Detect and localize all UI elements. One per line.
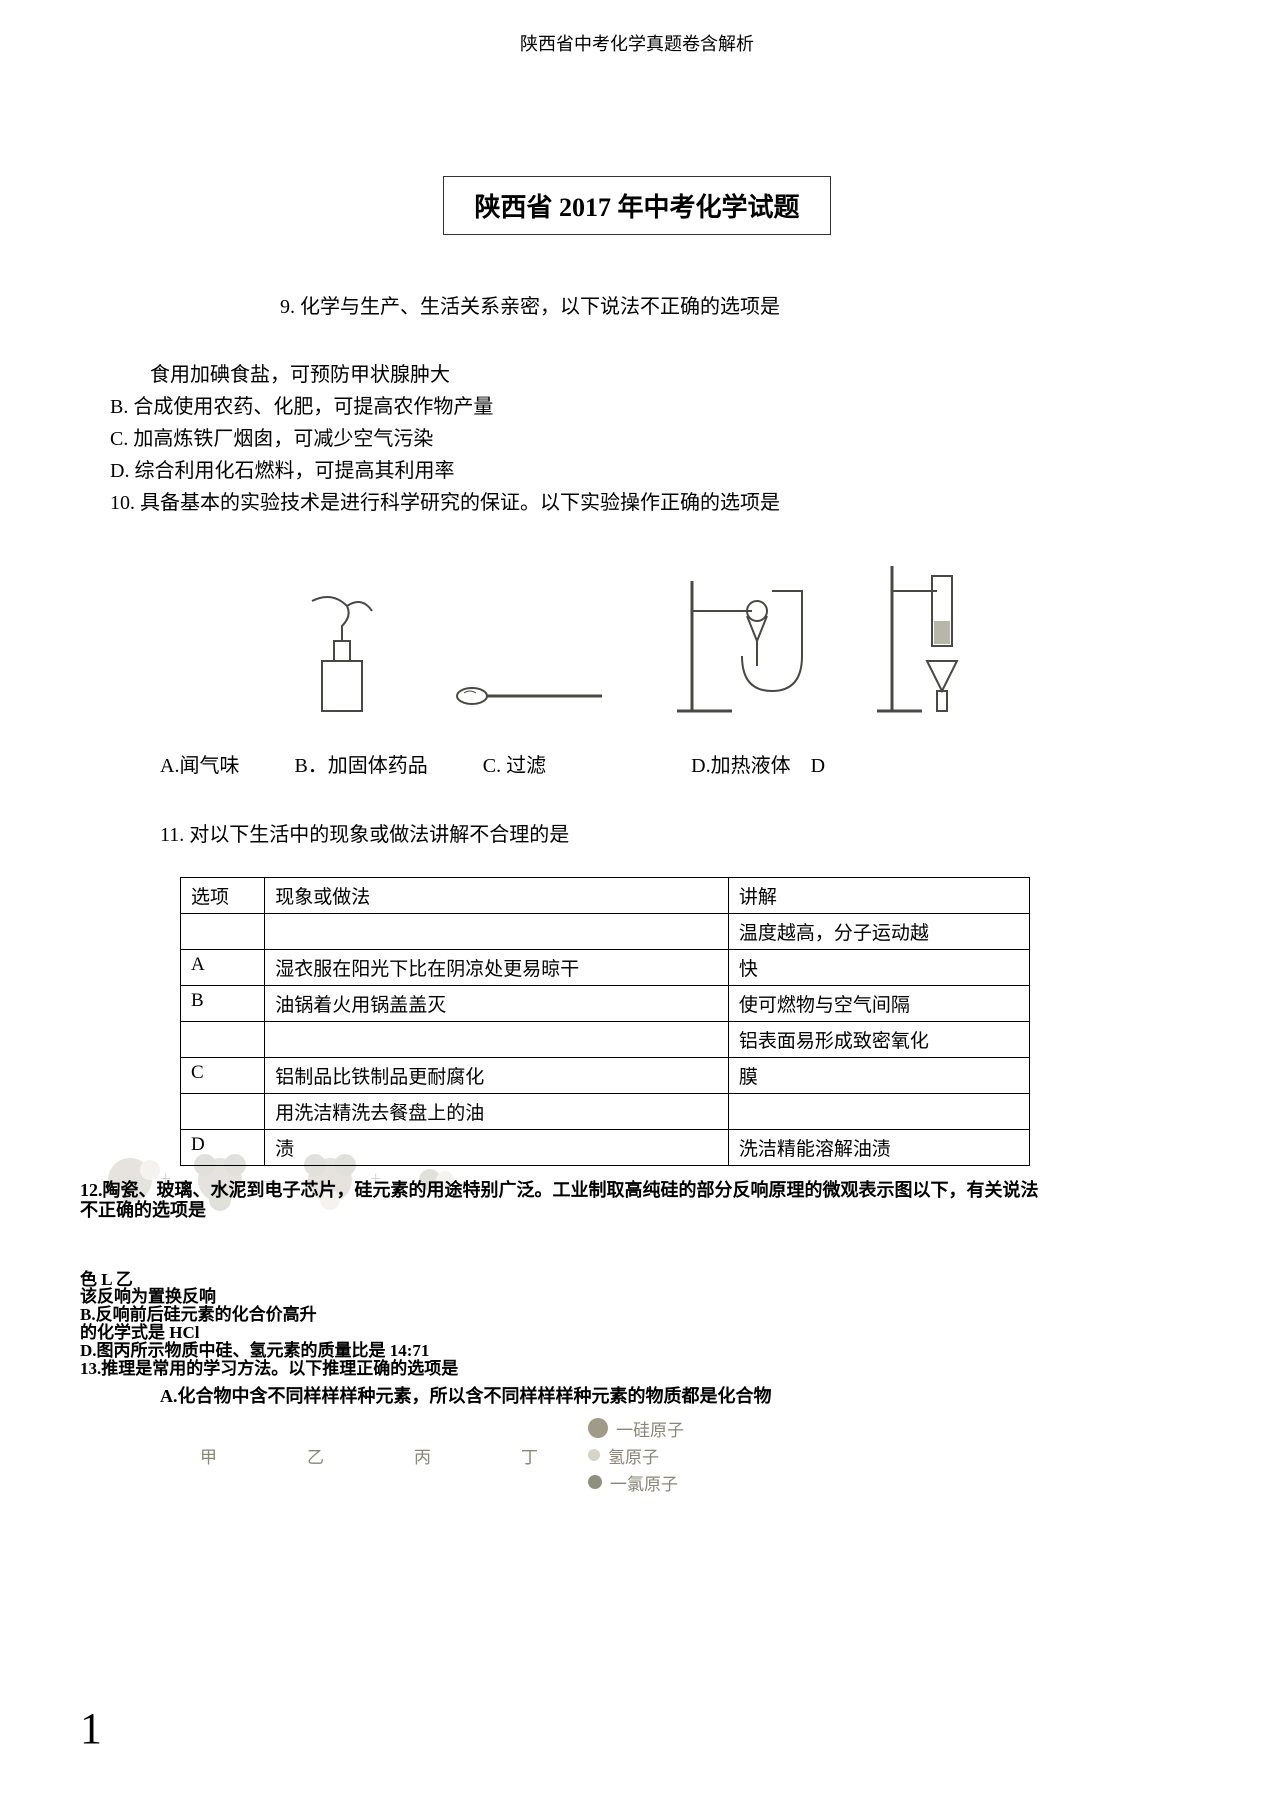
cell: 膜 [728,1058,1029,1094]
q12-intro: 12.陶瓷、玻璃、水泥到电子芯片，硅元素的用途特别广泛。工业制取高纯硅的部分反响… [80,1181,1194,1221]
legend-yi: 乙 [307,1443,324,1468]
heat-liquid-icon [872,561,982,721]
legend-ding: 丁 [521,1443,538,1468]
figure-b [452,559,612,729]
spoon-icon [452,671,612,721]
cell: D [181,1130,265,1166]
q10-labels: A.闻气味 B．加固体药品 C. 过滤 D.加热液体 D [160,749,1194,778]
legend-jia: 甲 [200,1443,217,1468]
q9-intro: 9. 化学与生产、生活关系亲密，以下说法不正确的选项是 [280,290,1194,319]
cell [265,914,729,950]
legend-bing: 丙 [414,1443,431,1468]
legend-si: 一硅原子 [588,1416,684,1441]
q12-line1: 12.陶瓷、玻璃、水泥到电子芯片，硅元素的用途特别广泛。工业制取高纯硅的部分反响… [80,1180,1039,1200]
page-number: 1 [80,1703,102,1754]
table-row: A 湿衣服在阳光下比在阴凉处更易晾干 快 [181,950,1030,986]
q12-s4: D.图丙所示物质中硅、氢元素的质量比是 14:71 [80,1342,1194,1360]
legend-row: 甲 乙 丙 丁 一硅原子 氢原子 一氯原子 [200,1416,1194,1495]
cell: 油锅着火用锅盖盖灭 [265,986,729,1022]
q12-s2: B.反响前后硅元素的化合价高升 [80,1306,1194,1324]
th-exp: 讲解 [728,878,1029,914]
exam-title: 陕西省 2017 年中考化学试题 [443,176,830,235]
table-row: 用洗洁精洗去餐盘上的油 [181,1094,1030,1130]
cell: 洗洁精能溶解油渍 [728,1130,1029,1166]
cell: 使可燃物与空气间隔 [728,986,1029,1022]
cell [181,1094,265,1130]
q10-label-c: C. 过滤 [483,749,546,778]
table-row: 铝表面易形成致密氧化 [181,1022,1030,1058]
table-row: C 铝制品比铁制品更耐腐化 膜 [181,1058,1030,1094]
cell: 温度越高，分子运动越 [728,914,1029,950]
dot-si-icon [588,1418,608,1438]
q9-d: D. 综合利用化石燃料，可提高其利用率 [110,455,1194,487]
q12-s0: 色 L 乙 [80,1271,1194,1289]
cell: 渍 [265,1130,729,1166]
cell: 快 [728,950,1029,986]
cell: B [181,986,265,1022]
q12-s3: 的化学式是 HCl [80,1324,1194,1342]
q10-label-d: D.加热液体 D [691,749,825,778]
th-phen: 现象或做法 [265,878,729,914]
q10-label-b: B．加固体药品 [294,749,427,778]
cell [181,1022,265,1058]
q11-table: 选项 现象或做法 讲解 温度越高，分子运动越 A 湿衣服在阳光下比在阴凉处更易晾… [180,877,1030,1166]
figure-c [672,559,812,729]
filter-stand-icon [672,571,812,721]
page-header: 陕西省中考化学真题卷含解析 [80,30,1194,56]
cell: 湿衣服在阳光下比在阴凉处更易晾干 [265,950,729,986]
legend-si-label: 一硅原子 [616,1416,684,1441]
figure-a [292,559,392,729]
cell: C [181,1058,265,1094]
q12-s5: 13.推理是常用的学习方法。以下推理正确的选项是 [80,1360,1194,1378]
cell: A [181,950,265,986]
table-row: 温度越高，分子运动越 [181,914,1030,950]
q12-s1: 该反响为置换反响 [80,1288,1194,1306]
q13-a: A.化合物中含不同样样样种元素，所以含不同样样样种元素的物质都是化合物 [160,1382,1194,1408]
th-opt: 选项 [181,878,265,914]
q10-figures [80,559,1194,729]
q9-options: 食用加碘食盐，可预防甲状腺肿大 B. 合成使用农药、化肥，可提高农作物产量 C.… [110,359,1194,519]
table-row: D 渍 洗洁精能溶解油渍 [181,1130,1030,1166]
q12-line2: 不正确的选项是 [80,1200,206,1220]
cell [181,914,265,950]
table-row: B 油锅着火用锅盖盖灭 使可燃物与空气间隔 [181,986,1030,1022]
title-wrap: 陕西省 2017 年中考化学试题 [80,176,1194,235]
cell [265,1022,729,1058]
q12-sub-lines: 色 L 乙 该反响为置换反响 B.反响前后硅元素的化合价高升 的化学式是 HCl… [80,1271,1194,1378]
cell: 用洗洁精洗去餐盘上的油 [265,1094,729,1130]
legend-cl-label: 一氯原子 [610,1470,678,1495]
legend-h-label: 氢原子 [608,1443,659,1468]
legend-cl: 一氯原子 [588,1470,684,1495]
dot-h-icon [588,1449,600,1461]
q11-intro: 11. 对以下生活中的现象或做法讲解不合理的是 [160,818,1194,847]
table-head-row: 选项 现象或做法 讲解 [181,878,1030,914]
cell: 铝制品比铁制品更耐腐化 [265,1058,729,1094]
legend-h: 氢原子 [588,1443,684,1468]
figure-d [872,559,982,729]
smell-icon [292,581,392,721]
q9-b: B. 合成使用农药、化肥，可提高农作物产量 [110,391,1194,423]
cell: 铝表面易形成致密氧化 [728,1022,1029,1058]
q9-c: C. 加高炼铁厂烟囱，可减少空气污染 [110,423,1194,455]
q9-a: 食用加碘食盐，可预防甲状腺肿大 [150,359,1194,391]
q10-label-a: A.闻气味 [160,749,239,778]
q10-intro: 10. 具备基本的实验技术是进行科学研究的保证。以下实验操作正确的选项是 [110,487,1194,519]
dot-cl-icon [588,1475,602,1489]
cell [728,1094,1029,1130]
